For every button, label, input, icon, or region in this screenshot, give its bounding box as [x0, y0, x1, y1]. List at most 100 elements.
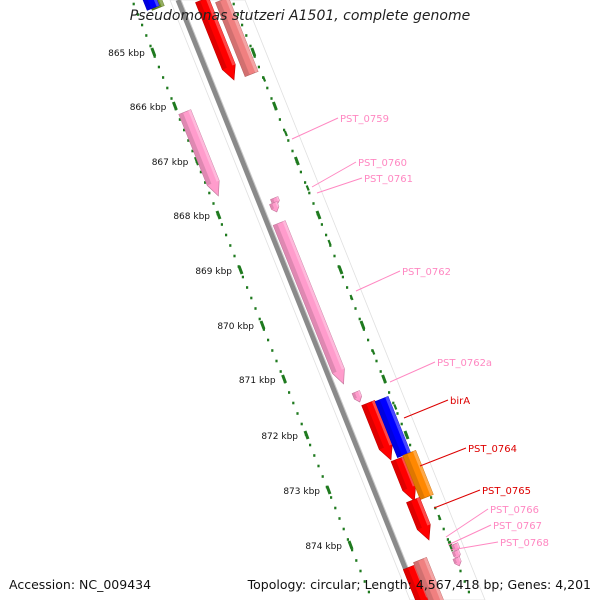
ruler-dot — [334, 506, 337, 510]
ruler-label: 869 kbp — [195, 267, 232, 277]
ruler-dot — [199, 170, 202, 174]
topology-label: Topology: circular; Length: 4,567,418 bp… — [247, 577, 591, 592]
ruler-dot — [346, 286, 349, 289]
ruler-dot — [355, 559, 358, 562]
genome-backbone — [175, 0, 421, 600]
ruler-dot — [233, 254, 236, 258]
ruler-dot — [351, 548, 354, 552]
ruler-dot — [304, 181, 307, 184]
major-tick — [303, 430, 310, 440]
ruler-dot — [236, 13, 239, 16]
gene-PST_0763 — [361, 400, 393, 461]
major-tick — [293, 156, 300, 166]
ruler-dot — [330, 496, 333, 499]
minor-tick — [283, 130, 288, 137]
callout-PST_0764[interactable]: PST_0764 — [419, 444, 517, 467]
ruler-dot — [287, 139, 290, 142]
callout-PST_0766[interactable]: PST_0766 — [445, 505, 539, 538]
gene-PST_0762 — [272, 220, 345, 385]
gene-PST_0759 — [178, 109, 220, 197]
ruler-dot — [346, 538, 349, 541]
ruler-dot — [232, 2, 235, 6]
ruler-dot — [178, 118, 181, 121]
callout-line — [316, 177, 363, 194]
ruler-dot — [341, 275, 344, 279]
ruler-labels: 865 kbp 866 kbp 867 kbp 868 kbp 869 kbp 870 k… — [108, 49, 342, 552]
ruler-dot — [367, 590, 370, 594]
ruler-dot — [291, 149, 294, 153]
ruler-dot — [258, 317, 261, 321]
gene-features — [142, 0, 462, 600]
ruler-label: 870 kbp — [217, 322, 254, 332]
ruler-dot — [262, 328, 265, 331]
major-tick — [337, 265, 344, 275]
ruler-label: 866 kbp — [130, 103, 167, 113]
minor-tick — [371, 349, 376, 355]
major-tick — [381, 374, 388, 384]
ruler-label: 872 kbp — [261, 432, 298, 442]
major-tick — [150, 47, 157, 57]
ruler-dot — [153, 55, 156, 58]
ruler-dot — [132, 2, 135, 6]
callout-PST_0761[interactable]: PST_0761 — [316, 174, 413, 194]
minor-tick — [437, 514, 442, 521]
accession-label: Accession: NC_009434 — [9, 577, 152, 592]
ruler-dot — [275, 359, 278, 363]
callout-line — [291, 117, 339, 140]
gene-PST_0765 — [406, 497, 431, 541]
ruler-dot — [241, 275, 244, 279]
callout-line — [389, 361, 436, 383]
major-tick — [193, 156, 200, 166]
major-tick — [250, 47, 257, 57]
gene-callouts: PST_0759 PST_0760 PST_0761 PST_0762 PST_0762… — [291, 114, 549, 551]
ruler-dot — [212, 202, 215, 205]
ruler-dot — [267, 338, 270, 342]
callout-PST_0762a[interactable]: PST_0762a — [389, 358, 492, 383]
ruler-dot — [208, 191, 211, 195]
ruler-dot — [320, 223, 323, 226]
ruler-label: 868 kbp — [173, 212, 210, 222]
callout-line — [403, 399, 449, 419]
gene-PST_0761 — [269, 201, 280, 213]
callout-PST_0762[interactable]: PST_0762 — [355, 267, 451, 292]
ruler-dot — [241, 23, 244, 27]
minor-tick — [327, 239, 332, 246]
gene-lightred-bottom — [413, 557, 444, 600]
chart-title: Pseudomonas stutzeri A1501, complete gen… — [129, 8, 471, 24]
callout-PST_0768[interactable]: PST_0768 — [450, 538, 549, 551]
ruler-dot — [409, 443, 412, 447]
ruler-dot — [229, 244, 232, 247]
callout-line — [433, 489, 481, 509]
ruler-dot — [308, 191, 311, 195]
minor-tick — [349, 294, 354, 301]
ruler-dot — [220, 223, 223, 226]
minor-tick — [262, 76, 267, 82]
ruler-dot — [187, 139, 190, 142]
outer-track — [169, 0, 486, 600]
callout-PST_0767[interactable]: PST_0767 — [447, 521, 542, 546]
gene-label: PST_0762 — [402, 267, 451, 278]
ruler-dot — [266, 86, 269, 90]
ruler-dot — [430, 496, 433, 499]
ruler-dot — [136, 13, 139, 16]
ruler-dot — [442, 527, 445, 531]
gene-label: PST_0760 — [358, 158, 407, 169]
ruler-dot — [338, 517, 341, 520]
ruler-dot — [170, 97, 173, 100]
major-tick — [237, 265, 244, 275]
gene-birA — [374, 396, 411, 458]
ruler-dot — [270, 97, 273, 100]
major-tick — [259, 320, 266, 330]
callout-PST_0759[interactable]: PST_0759 — [291, 114, 389, 140]
ruler-dot — [359, 569, 362, 573]
ruler-dot — [358, 317, 361, 321]
ruler-dot — [467, 590, 470, 594]
ruler-dot — [292, 401, 295, 405]
ruler-dot — [225, 233, 228, 237]
callout-PST_0765[interactable]: PST_0765 — [433, 486, 531, 509]
callout-PST_0760[interactable]: PST_0760 — [311, 158, 407, 188]
ruler-dot — [296, 412, 299, 415]
callout-birA[interactable]: birA — [403, 396, 470, 419]
